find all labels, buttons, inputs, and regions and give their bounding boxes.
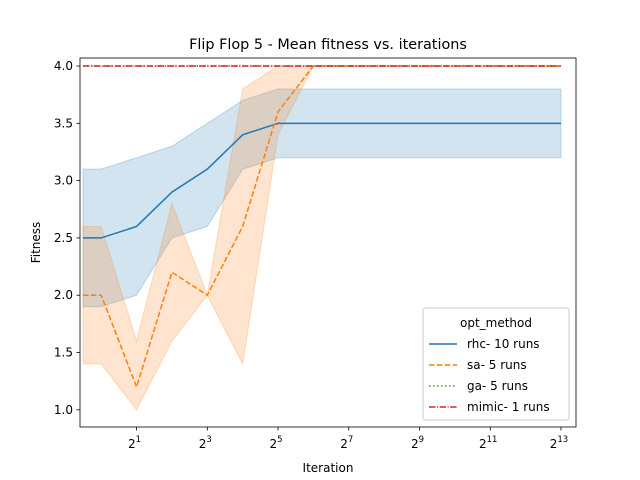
y-tick-label-2: 2.0: [54, 288, 73, 302]
legend: opt_method rhc- 10 runs sa- 5 runs ga- 5 r…: [422, 307, 570, 421]
series-line-0: [83, 122, 561, 239]
x-axis-label: Iteration: [303, 461, 354, 475]
y-tick-label-0: 1.0: [54, 403, 73, 417]
x-tick-label-1: 23: [199, 435, 212, 451]
legend-label-3: mimic- 1 runs: [467, 400, 550, 414]
x-tick-label-5: 211: [479, 435, 497, 451]
series-band-0: [82, 88, 562, 308]
x-tick-label-6: 213: [550, 435, 568, 451]
legend-label-1: sa- 5 runs: [467, 358, 527, 372]
chart-title: Flip Flop 5 - Mean fitness vs. iteration…: [189, 37, 467, 53]
legend-box: [422, 307, 570, 421]
y-tick-label-6: 4.0: [54, 59, 73, 73]
x-tick-label-3: 27: [340, 435, 353, 451]
y-tick-label-1: 1.5: [54, 346, 73, 360]
x-tick-label-0: 21: [128, 435, 141, 451]
y-tick-label-3: 2.5: [54, 231, 73, 245]
x-tick-label-4: 29: [411, 435, 424, 451]
y-tick-label-4: 3.0: [54, 174, 73, 188]
legend-label-2: ga- 5 runs: [467, 379, 528, 393]
plot-frame: [79, 57, 577, 428]
y-tick-label-5: 3.5: [54, 116, 73, 130]
y-axis-label: Fitness: [29, 222, 43, 264]
x-tick-label-2: 25: [270, 435, 283, 451]
legend-label-0: rhc- 10 runs: [467, 337, 540, 351]
legend-title: opt_method: [460, 316, 532, 330]
